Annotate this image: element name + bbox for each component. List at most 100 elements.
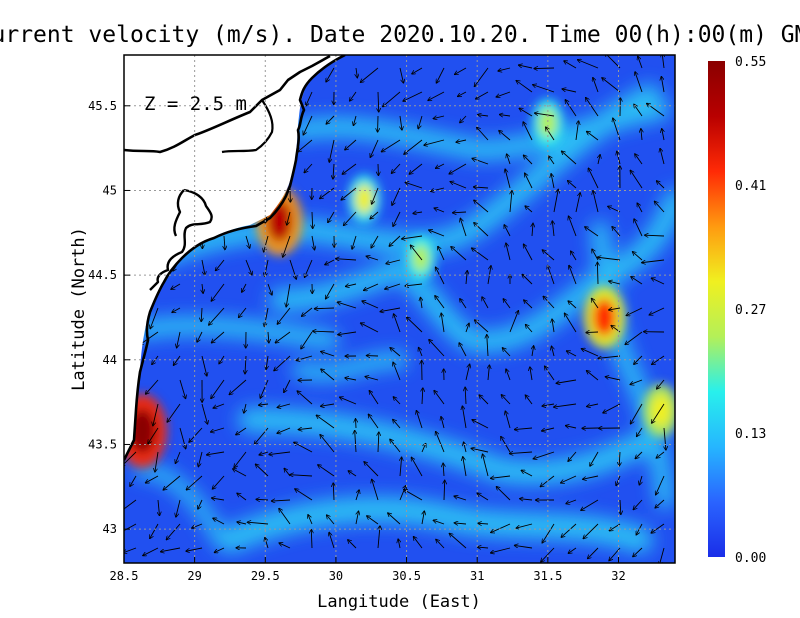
velocity-arrow: [524, 244, 533, 261]
velocity-arrow: [265, 259, 269, 276]
velocity-arrow: [237, 493, 247, 501]
velocity-arrow: [405, 284, 423, 286]
velocity-arrow: [466, 271, 467, 285]
velocity-arrow: [436, 539, 445, 549]
velocity-arrow: [229, 379, 247, 394]
colorbar-label: 0.41: [735, 179, 766, 194]
velocity-arrow: [296, 355, 313, 360]
current-band: [217, 496, 653, 553]
velocity-arrow: [266, 355, 268, 369]
velocity-arrow: [202, 283, 203, 293]
colorbar-labels: 0.55 0.41 0.27 0.13 0.00: [735, 55, 766, 566]
velocity-arrow: [418, 115, 423, 129]
velocity-arrow: [436, 267, 445, 285]
velocity-arrow: [542, 427, 555, 431]
velocity-arrow: [441, 313, 445, 333]
land-mass: [124, 55, 345, 460]
velocity-arrow: [371, 235, 379, 248]
velocity-arrow: [201, 259, 205, 275]
velocity-arrow: [587, 131, 599, 141]
velocity-arrow: [438, 247, 445, 261]
velocity-arrow: [422, 511, 424, 525]
velocity-arrow: [245, 355, 246, 374]
velocity-arrow: [370, 211, 379, 219]
velocity-arrow: [370, 139, 379, 157]
velocity-arrow: [175, 451, 181, 463]
velocity-arrow: [297, 391, 313, 405]
velocity-arrow: [392, 163, 401, 173]
velocity-arrow: [551, 174, 555, 189]
velocity-arrow: [552, 319, 554, 333]
velocity-arrow: [435, 296, 445, 309]
velocity-arrow: [546, 127, 555, 141]
grid-lines: [124, 55, 675, 563]
velocity-arrow: [410, 245, 423, 261]
velocity-arrow: [626, 307, 643, 315]
velocity-arrow: [510, 452, 533, 454]
velocity-arrow: [400, 457, 402, 477]
velocity-arrow: [393, 211, 401, 226]
velocity-arrow: [179, 427, 186, 449]
velocity-arrow: [434, 208, 445, 213]
velocity-arrow: [598, 355, 621, 358]
velocity-arrow: [233, 469, 247, 477]
velocity-arrow: [201, 355, 207, 376]
velocity-arrow: [150, 307, 159, 328]
velocity-arrow: [477, 493, 489, 501]
velocity-arrow: [549, 156, 555, 165]
velocity-arrow: [342, 163, 357, 174]
velocity-arrow: [279, 509, 291, 525]
velocity-arrow: [146, 475, 159, 483]
velocity-arrow: [338, 331, 357, 335]
velocity-arrow: [581, 499, 599, 510]
velocity-arrow: [219, 355, 225, 364]
velocity-arrow: [444, 480, 445, 501]
velocity-arrow: [491, 475, 511, 478]
velocity-arrow: [311, 235, 314, 250]
velocity-arrow: [234, 451, 247, 467]
velocity-arrow: [649, 307, 665, 315]
velocity-arrow: [657, 181, 665, 189]
colorbar: 0.55 0.41 0.27 0.13 0.00: [708, 55, 766, 566]
velocity-arrow: [633, 499, 643, 509]
velocity-arrow: [341, 187, 357, 200]
velocity-arrow: [192, 523, 203, 528]
velocity-arrow: [561, 475, 577, 483]
velocity-arrow: [130, 475, 137, 486]
velocity-arrow: [212, 498, 225, 500]
velocity-arrow: [419, 348, 423, 357]
velocity-arrow: [501, 395, 511, 405]
velocity-arrow: [583, 523, 599, 538]
velocity-arrow: [491, 547, 511, 553]
velocity-arrow: [326, 67, 335, 82]
velocity-arrow: [311, 530, 312, 549]
velocity-arrow: [389, 235, 401, 246]
velocity-arrow: [507, 154, 511, 165]
velocity-arrow: [465, 364, 470, 381]
current-band: [290, 100, 670, 161]
velocity-arrow: [449, 534, 467, 549]
velocity-arrow: [329, 533, 335, 549]
velocity-arrow: [279, 543, 291, 549]
velocity-arrow: [308, 515, 313, 525]
velocity-arrow: [472, 158, 489, 165]
velocity-arrow: [500, 115, 511, 116]
velocity-arrow: [477, 127, 489, 141]
velocity-arrow: [394, 314, 401, 333]
velocity-arrow: [420, 298, 422, 309]
velocity-arrow: [264, 307, 269, 327]
velocity-arrow: [153, 403, 159, 426]
velocity-arrow: [533, 451, 555, 459]
velocity-arrow: [393, 420, 401, 429]
velocity-arrow: [256, 499, 269, 500]
velocity-arrow: [434, 391, 445, 405]
velocity-arrow: [362, 301, 379, 309]
velocity-arrow: [631, 277, 643, 285]
velocity-arrow: [566, 499, 577, 504]
velocity-arrow: [237, 522, 247, 524]
velocity-arrow: [505, 169, 511, 189]
velocity-arrow: [641, 129, 642, 141]
velocity-arrow: [268, 331, 269, 343]
velocity-arrow: [541, 475, 555, 487]
velocity-arrow: [566, 426, 577, 428]
